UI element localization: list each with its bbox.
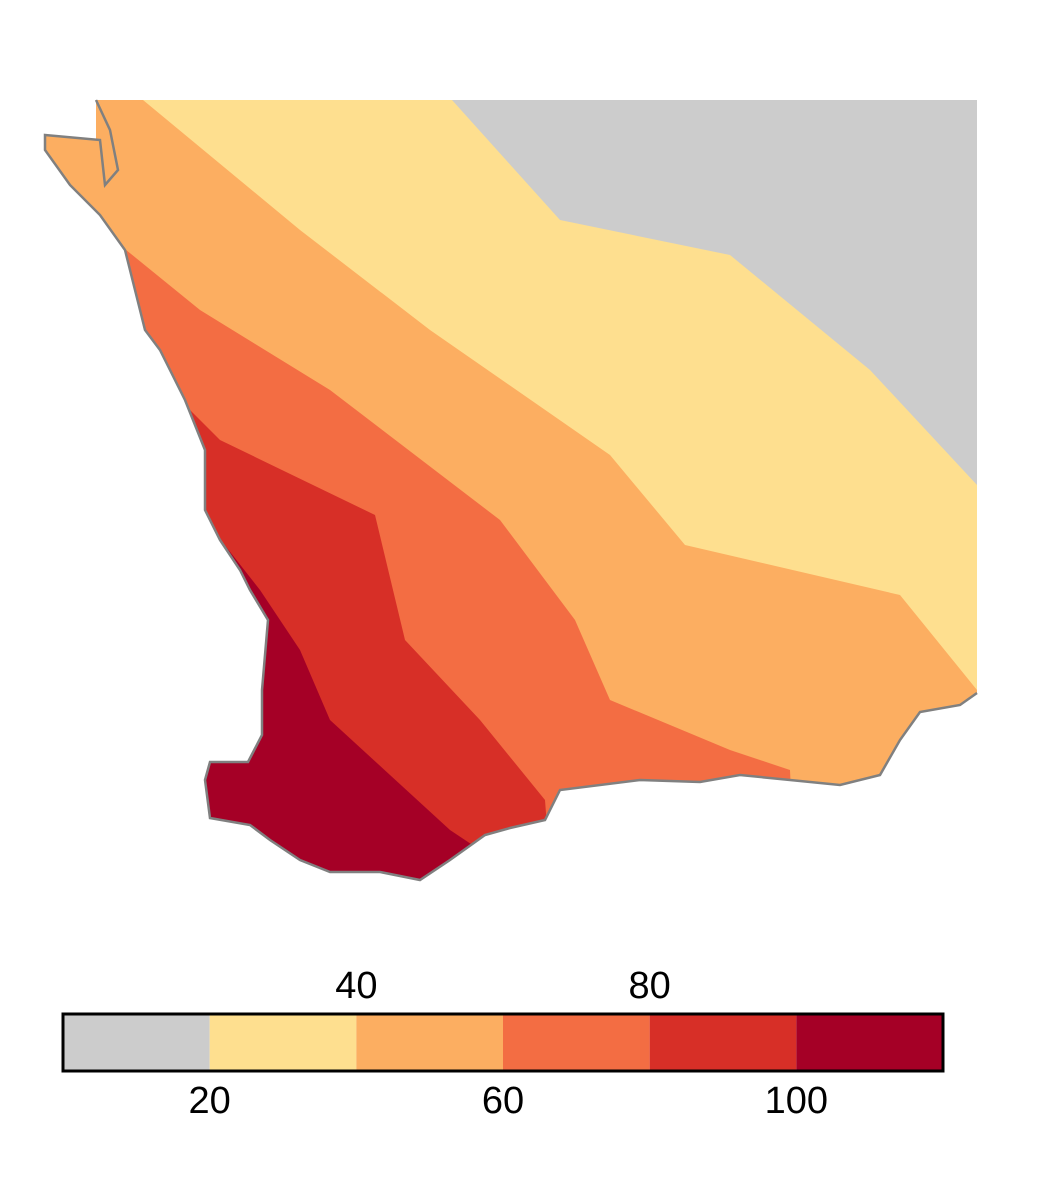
coastline — [43, 99, 978, 882]
map — [45, 100, 977, 880]
colorbar-tick-label: 100 — [765, 1080, 828, 1122]
colorbar-tick-label: 60 — [482, 1080, 524, 1122]
colorbar-frame — [61, 1012, 945, 1073]
colorbar-box — [63, 1014, 210, 1071]
colorbar-box — [649, 1014, 797, 1071]
colorbar-box — [796, 1014, 943, 1071]
colorbar: 20 40 60 80 100 — [63, 965, 943, 1122]
colorbar-tick-label: 40 — [335, 965, 377, 1007]
colorbar-box — [356, 1014, 503, 1071]
colorbar-tick-label: 20 — [189, 1080, 231, 1122]
colorbar-box — [209, 1014, 357, 1071]
colorbar-tick-label: 80 — [629, 965, 671, 1007]
colorbar-box — [503, 1014, 650, 1071]
